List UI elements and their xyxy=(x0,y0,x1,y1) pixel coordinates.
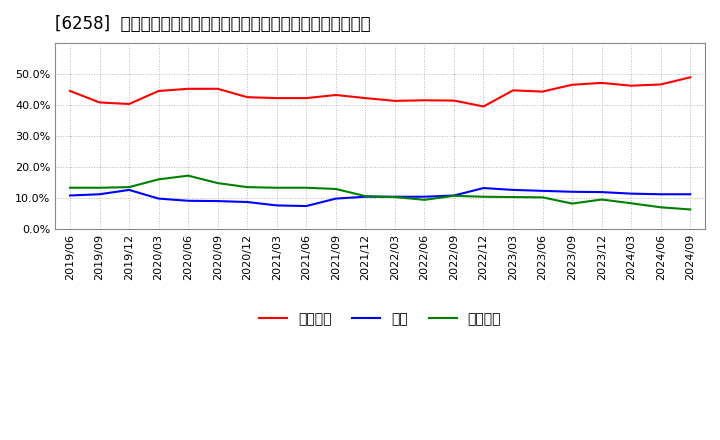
売上債権 xyxy=(449,98,458,103)
在庫 xyxy=(272,203,281,208)
売上債権 xyxy=(539,89,547,94)
売上債権 xyxy=(686,75,695,80)
売上債権 xyxy=(361,95,369,101)
Text: [6258]  売上債権、在庫、買入債務の総資産に対する比率の推移: [6258] 売上債権、在庫、買入債務の総資産に対する比率の推移 xyxy=(55,15,371,33)
在庫 xyxy=(539,188,547,194)
売上債権 xyxy=(154,88,163,94)
買入債務 xyxy=(539,195,547,200)
在庫 xyxy=(627,191,636,196)
買入債務 xyxy=(361,194,369,199)
買入債務 xyxy=(331,187,340,192)
在庫 xyxy=(449,193,458,198)
売上債権 xyxy=(568,82,577,88)
買入債務 xyxy=(272,185,281,191)
売上債権 xyxy=(184,86,192,92)
買入債務 xyxy=(449,193,458,198)
買入債務 xyxy=(390,194,399,200)
売上債権 xyxy=(302,95,310,101)
在庫 xyxy=(302,203,310,209)
買入債務 xyxy=(154,177,163,182)
売上債権 xyxy=(598,80,606,85)
買入債務 xyxy=(213,180,222,186)
売上債権 xyxy=(480,104,488,109)
売上債権 xyxy=(213,86,222,92)
Line: 売上債権: 売上債権 xyxy=(70,77,690,106)
Line: 買入債務: 買入債務 xyxy=(70,176,690,209)
買入債務 xyxy=(184,173,192,178)
売上債権 xyxy=(420,98,428,103)
在庫 xyxy=(509,187,518,193)
Legend: 売上債権, 在庫, 買入債務: 売上債権, 在庫, 買入債務 xyxy=(253,307,507,332)
買入債務 xyxy=(125,184,133,190)
在庫 xyxy=(390,194,399,199)
在庫 xyxy=(361,194,369,199)
在庫 xyxy=(66,193,74,198)
売上債権 xyxy=(657,82,665,87)
売上債権 xyxy=(243,95,251,100)
在庫 xyxy=(184,198,192,203)
売上債権 xyxy=(331,92,340,98)
買入債務 xyxy=(480,194,488,199)
買入債務 xyxy=(568,201,577,206)
売上債権 xyxy=(509,88,518,93)
在庫 xyxy=(480,185,488,191)
売上債権 xyxy=(627,83,636,88)
買入債務 xyxy=(686,207,695,212)
Line: 在庫: 在庫 xyxy=(70,188,690,206)
売上債権 xyxy=(272,95,281,101)
買入債務 xyxy=(627,201,636,206)
在庫 xyxy=(657,191,665,197)
在庫 xyxy=(95,191,104,197)
売上債権 xyxy=(125,101,133,106)
在庫 xyxy=(598,190,606,195)
在庫 xyxy=(420,194,428,199)
在庫 xyxy=(154,196,163,201)
売上債権 xyxy=(95,100,104,105)
在庫 xyxy=(243,199,251,205)
買入債務 xyxy=(657,205,665,210)
在庫 xyxy=(331,196,340,201)
買入債務 xyxy=(598,197,606,202)
買入債務 xyxy=(509,194,518,200)
買入債務 xyxy=(420,197,428,202)
買入債務 xyxy=(66,185,74,191)
在庫 xyxy=(125,187,133,193)
買入債務 xyxy=(302,185,310,191)
売上債権 xyxy=(66,88,74,94)
在庫 xyxy=(568,189,577,194)
買入債務 xyxy=(95,185,104,191)
在庫 xyxy=(686,191,695,197)
在庫 xyxy=(213,198,222,204)
売上債権 xyxy=(390,98,399,103)
買入債務 xyxy=(243,184,251,190)
